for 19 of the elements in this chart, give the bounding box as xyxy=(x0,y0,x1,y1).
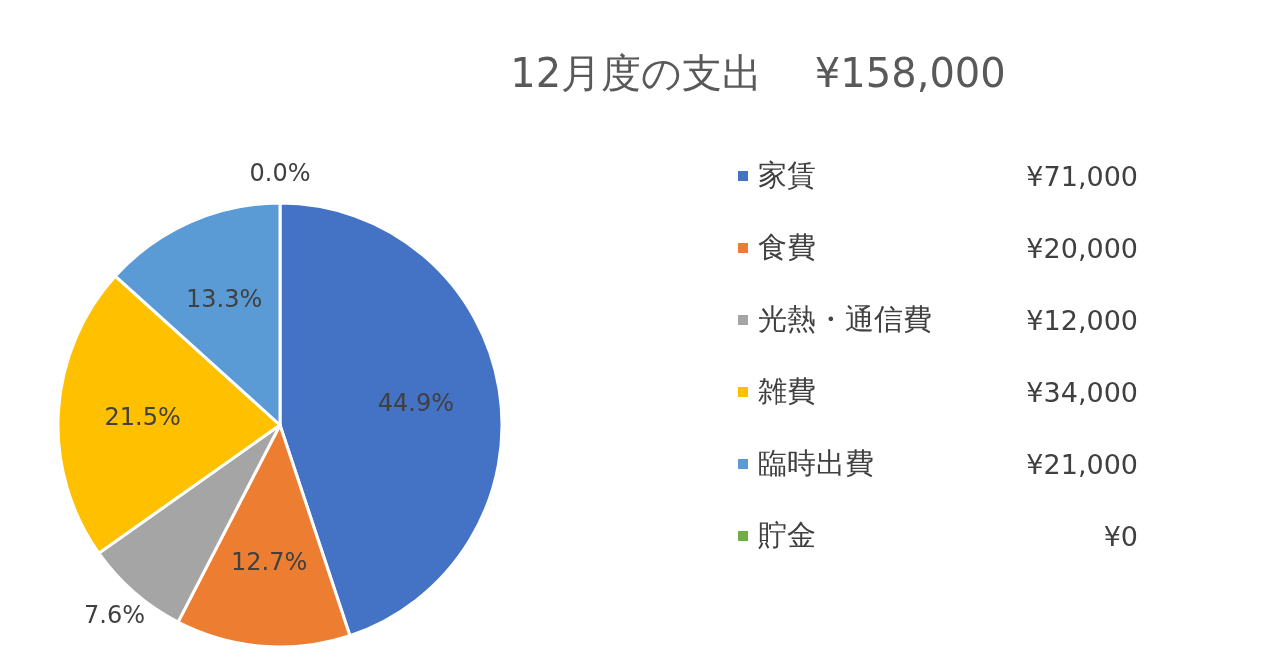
data-label: 12.7% xyxy=(231,548,308,577)
data-label: 7.6% xyxy=(84,601,146,630)
legend-label: 臨時出費 xyxy=(758,445,875,482)
chart-title: 12月度の支出 ¥158,000 xyxy=(509,49,1007,98)
legend-label: 貯金 xyxy=(758,517,817,554)
text: 0.0% xyxy=(249,159,311,187)
legend-label: 食費 xyxy=(758,229,817,266)
data-label: 13.3% xyxy=(186,285,263,314)
text: ¥0 xyxy=(1103,520,1138,552)
text: ¥20,000 xyxy=(1026,232,1138,264)
data-label: 21.5% xyxy=(104,402,181,431)
legend-label: 雑費 xyxy=(758,373,817,410)
legend-label: 光熱・通信費 xyxy=(758,301,933,338)
text: ¥71,000 xyxy=(1026,160,1138,192)
data-label: 44.9% xyxy=(377,389,454,418)
text: ¥21,000 xyxy=(1026,448,1138,480)
text: ¥34,000 xyxy=(1026,376,1138,408)
legend-label: 家賃 xyxy=(758,157,817,194)
text: ¥12,000 xyxy=(1026,304,1138,336)
